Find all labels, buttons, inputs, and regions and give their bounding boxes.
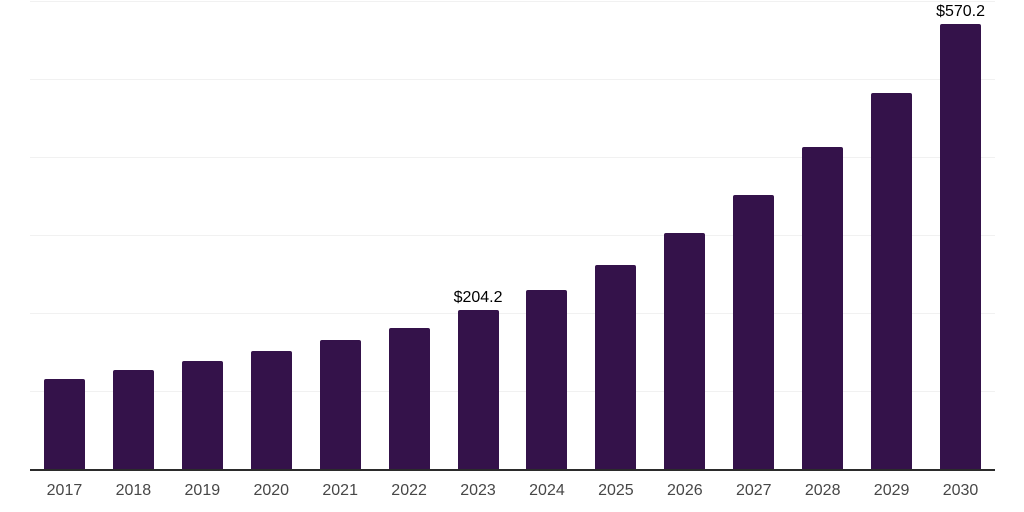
gridline-600 bbox=[30, 1, 995, 2]
x-tick-label-2024: 2024 bbox=[529, 482, 565, 499]
bar-2024[interactable] bbox=[526, 289, 568, 469]
x-tick-label-2023: 2023 bbox=[460, 482, 496, 499]
bar-2022[interactable] bbox=[388, 327, 430, 469]
gridline-200 bbox=[30, 313, 995, 314]
x-tick-label-2021: 2021 bbox=[322, 482, 358, 499]
x-tick-label-2020: 2020 bbox=[253, 482, 290, 499]
x-tick-label-2029: 2029 bbox=[873, 482, 910, 499]
x-tick-label-2018: 2018 bbox=[115, 482, 152, 499]
bar-2020[interactable] bbox=[250, 350, 292, 469]
bar-2023[interactable] bbox=[457, 309, 499, 469]
bar-2028[interactable] bbox=[802, 147, 844, 469]
bar-2030[interactable] bbox=[940, 24, 982, 469]
data-label-2023: $204.2 bbox=[453, 288, 503, 306]
x-tick-label-2030: 2030 bbox=[942, 482, 979, 499]
x-tick-label-2019: 2019 bbox=[184, 482, 221, 499]
gridline-100 bbox=[30, 391, 995, 392]
bar-2029[interactable] bbox=[871, 93, 913, 469]
gridline-500 bbox=[30, 79, 995, 80]
data-label-2030: $570.2 bbox=[936, 3, 985, 21]
bar-2019[interactable] bbox=[181, 360, 223, 469]
x-tick-label-2028: 2028 bbox=[804, 482, 841, 499]
bar-2025[interactable] bbox=[595, 264, 637, 469]
bar-2027[interactable] bbox=[733, 194, 775, 469]
x-tick-label-2027: 2027 bbox=[735, 482, 772, 499]
gridline-300 bbox=[30, 235, 995, 236]
x-tick-label-2026: 2026 bbox=[667, 482, 703, 499]
bar-2026[interactable] bbox=[664, 232, 706, 469]
bar-2017[interactable] bbox=[43, 379, 85, 469]
x-tick-label-2022: 2022 bbox=[391, 482, 427, 499]
x-tick-label-2017: 2017 bbox=[46, 482, 83, 499]
x-axis-line bbox=[30, 469, 995, 471]
gridline-400 bbox=[30, 157, 995, 158]
bar-2021[interactable] bbox=[319, 339, 361, 469]
bar-2018[interactable] bbox=[112, 370, 154, 469]
x-tick-label-2025: 2025 bbox=[598, 482, 634, 499]
